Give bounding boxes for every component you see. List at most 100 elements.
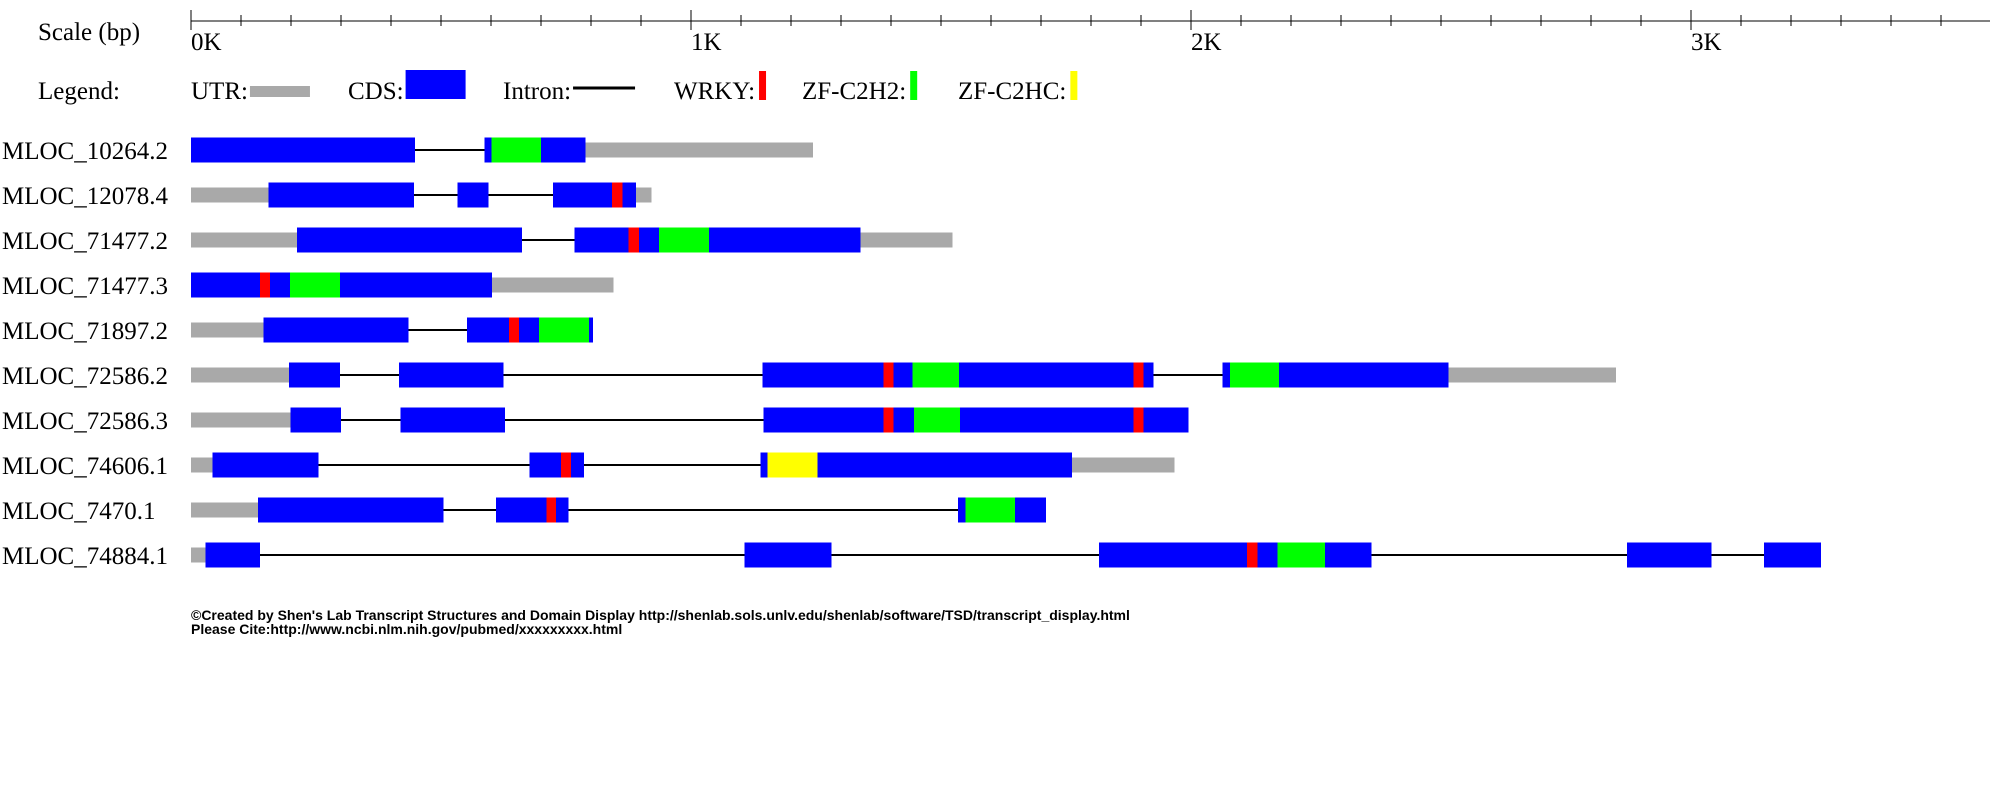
cds-segment <box>744 542 832 568</box>
domain-zfc2h2 <box>290 272 340 298</box>
cds-segment <box>290 407 341 433</box>
scale-tick-label: 2K <box>1191 29 1222 56</box>
domain-zfc2h2 <box>965 497 1015 523</box>
legend-swatch-cds <box>405 70 466 99</box>
domain-zfc2h2 <box>912 362 959 388</box>
transcript-row: MLOC_72586.2 <box>2 362 1616 390</box>
scale-title: Scale (bp) <box>38 19 140 46</box>
utr-segment <box>1448 367 1616 383</box>
cds-segment <box>529 452 584 478</box>
domain-zfc2h2 <box>539 317 589 343</box>
scale-tick-label: 0K <box>191 29 222 56</box>
legend-label-wrky: WRKY: <box>674 78 755 105</box>
domain-wrky <box>883 407 894 433</box>
scale-bar: Scale (bp) 0K 1K 2K 3K <box>38 10 1990 56</box>
cds-segment <box>457 182 489 208</box>
legend-swatch-utr <box>249 86 310 97</box>
cds-segment <box>574 227 861 253</box>
transcript-tracks: MLOC_10264.2 MLOC_12078.4 MLOC_71477.2 MLOC… <box>2 137 1821 570</box>
domain-wrky <box>628 227 639 253</box>
domain-zfc2h2 <box>491 137 541 163</box>
transcript-id: MLOC_74884.1 <box>2 543 168 570</box>
utr-segment <box>1072 457 1175 473</box>
domain-wrky <box>509 317 519 343</box>
utr-segment <box>191 232 297 248</box>
legend-label-zfc2h2: ZF-C2H2: <box>802 78 906 105</box>
domain-wrky <box>1247 542 1258 568</box>
scale-tick-label: 3K <box>1691 29 1722 56</box>
legend-label-zfc2hc: ZF-C2HC: <box>958 78 1066 105</box>
transcript-row: MLOC_71897.2 <box>2 317 593 345</box>
domain-zfc2h2 <box>659 227 709 253</box>
cds-segment <box>205 542 260 568</box>
cds-segment <box>258 497 444 523</box>
footer-citation: Please Cite:http://www.ncbi.nlm.nih.gov/… <box>191 621 622 637</box>
transcript-id: MLOC_10264.2 <box>2 138 168 165</box>
footer-credit: ©Created by Shen's Lab Transcript Struct… <box>191 607 1130 623</box>
scale-axis: 0K 1K 2K 3K <box>190 10 1990 56</box>
transcript-row: MLOC_74606.1 <box>2 452 1175 480</box>
transcript-row: MLOC_74884.1 <box>2 542 1821 570</box>
legend: Legend: UTR: CDS: Intron: WRKY: ZF-C2H2: ZF-C… <box>38 70 1078 105</box>
utr-segment <box>191 457 213 473</box>
utr-segment <box>191 187 269 203</box>
cds-segment <box>763 407 1189 433</box>
utr-segment <box>191 322 264 338</box>
cds-segment <box>496 497 569 523</box>
legend-title: Legend: <box>38 78 120 105</box>
cds-segment <box>289 362 340 388</box>
transcript-id: MLOC_12078.4 <box>2 183 168 210</box>
transcript-row: MLOC_71477.3 <box>2 272 614 300</box>
utr-segment <box>636 187 652 203</box>
transcript-id: MLOC_7470.1 <box>2 498 155 525</box>
domain-wrky <box>1133 362 1144 388</box>
cds-segment <box>1627 542 1712 568</box>
legend-swatch-zfc2hc <box>1070 71 1078 100</box>
cds-segment <box>1764 542 1821 568</box>
legend-items: UTR: CDS: Intron: WRKY: ZF-C2H2: ZF-C2HC: <box>191 70 1078 105</box>
cds-segment <box>268 182 414 208</box>
legend-label-intron: Intron: <box>503 78 571 105</box>
utr-segment <box>566 142 813 158</box>
transcript-id: MLOC_71477.3 <box>2 273 168 300</box>
cds-segment <box>212 452 319 478</box>
cds-segment <box>400 407 505 433</box>
domain-wrky <box>883 362 894 388</box>
transcript-row: MLOC_10264.2 <box>2 137 813 165</box>
domain-wrky <box>561 452 571 478</box>
cds-segment <box>1099 542 1372 568</box>
transcript-row: MLOC_7470.1 <box>2 497 1046 525</box>
utr-segment <box>191 367 289 383</box>
domain-wrky <box>546 497 556 523</box>
utr-segment <box>191 502 258 518</box>
scale-tick-label: 1K <box>691 29 722 56</box>
domain-wrky <box>612 182 623 208</box>
cds-segment <box>297 227 522 253</box>
domain-wrky <box>260 272 270 298</box>
legend-label-utr: UTR: <box>191 78 248 105</box>
legend-swatch-zfc2h2 <box>910 71 918 100</box>
utr-segment <box>191 412 291 428</box>
domain-wrky <box>1133 407 1144 433</box>
transcript-id: MLOC_74606.1 <box>2 453 168 480</box>
domain-zfc2h2 <box>914 407 960 433</box>
footer: ©Created by Shen's Lab Transcript Struct… <box>191 607 1130 637</box>
transcript-id: MLOC_71477.2 <box>2 228 168 255</box>
transcript-id: MLOC_72586.2 <box>2 363 168 390</box>
transcript-row: MLOC_72586.3 <box>2 407 1189 435</box>
cds-segment <box>263 317 409 343</box>
cds-segment <box>399 362 504 388</box>
transcript-row: MLOC_12078.4 <box>2 182 652 210</box>
domain-zfc2h2 <box>1277 542 1325 568</box>
utr-segment <box>860 232 953 248</box>
legend-label-cds: CDS: <box>348 78 404 105</box>
domain-zfc2h2 <box>1230 362 1279 388</box>
cds-segment <box>191 137 415 163</box>
domain-zfc2hc <box>767 452 818 478</box>
transcript-id: MLOC_71897.2 <box>2 318 168 345</box>
transcript-row: MLOC_71477.2 <box>2 227 953 255</box>
utr-segment <box>492 277 614 293</box>
utr-segment <box>191 547 206 563</box>
legend-swatch-wrky <box>759 71 767 100</box>
